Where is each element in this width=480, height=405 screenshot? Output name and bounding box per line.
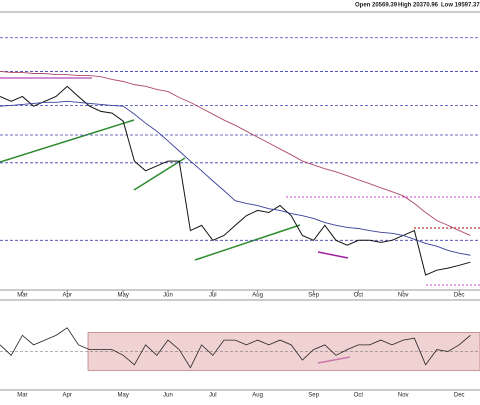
x-tick-label: Apr [63, 393, 72, 399]
trendline [194, 224, 301, 261]
x-tick-label: Sep [308, 393, 319, 399]
header-text: Low 19597.37 [441, 3, 480, 9]
x-tick-label: Mar [17, 393, 27, 399]
x-tick-label: Jul [209, 393, 217, 399]
x-tick-label: Apr [63, 293, 72, 299]
trendline [0, 119, 135, 163]
x-tick-label: May [118, 393, 129, 399]
series-line [0, 100, 471, 256]
x-tick-label: Jun [163, 293, 173, 299]
x-tick-label: Nov [398, 393, 409, 399]
x-tick-label: Sep [308, 293, 319, 299]
x-tick-label: Oct [354, 293, 364, 299]
series-line [0, 85, 471, 276]
x-tick-label: Mar [17, 293, 27, 299]
x-tick-label: Dec [454, 293, 465, 299]
series-line [0, 70, 471, 236]
x-tick-label: Aug [252, 293, 263, 299]
x-tick-label: Nov [398, 293, 409, 299]
trendline [317, 251, 349, 259]
x-tick-label: Jun [163, 393, 173, 399]
x-tick-label: Aug [252, 393, 263, 399]
x-tick-label: Jul [209, 293, 217, 299]
x-tick-label: Dec [454, 393, 465, 399]
x-tick-label: May [118, 293, 129, 299]
header-text: High 20370.96 [398, 3, 439, 9]
trendline [133, 157, 186, 191]
rsi-line [0, 327, 471, 369]
header-text: Open 20569.39 [355, 3, 398, 9]
x-tick-label: Oct [354, 393, 364, 399]
